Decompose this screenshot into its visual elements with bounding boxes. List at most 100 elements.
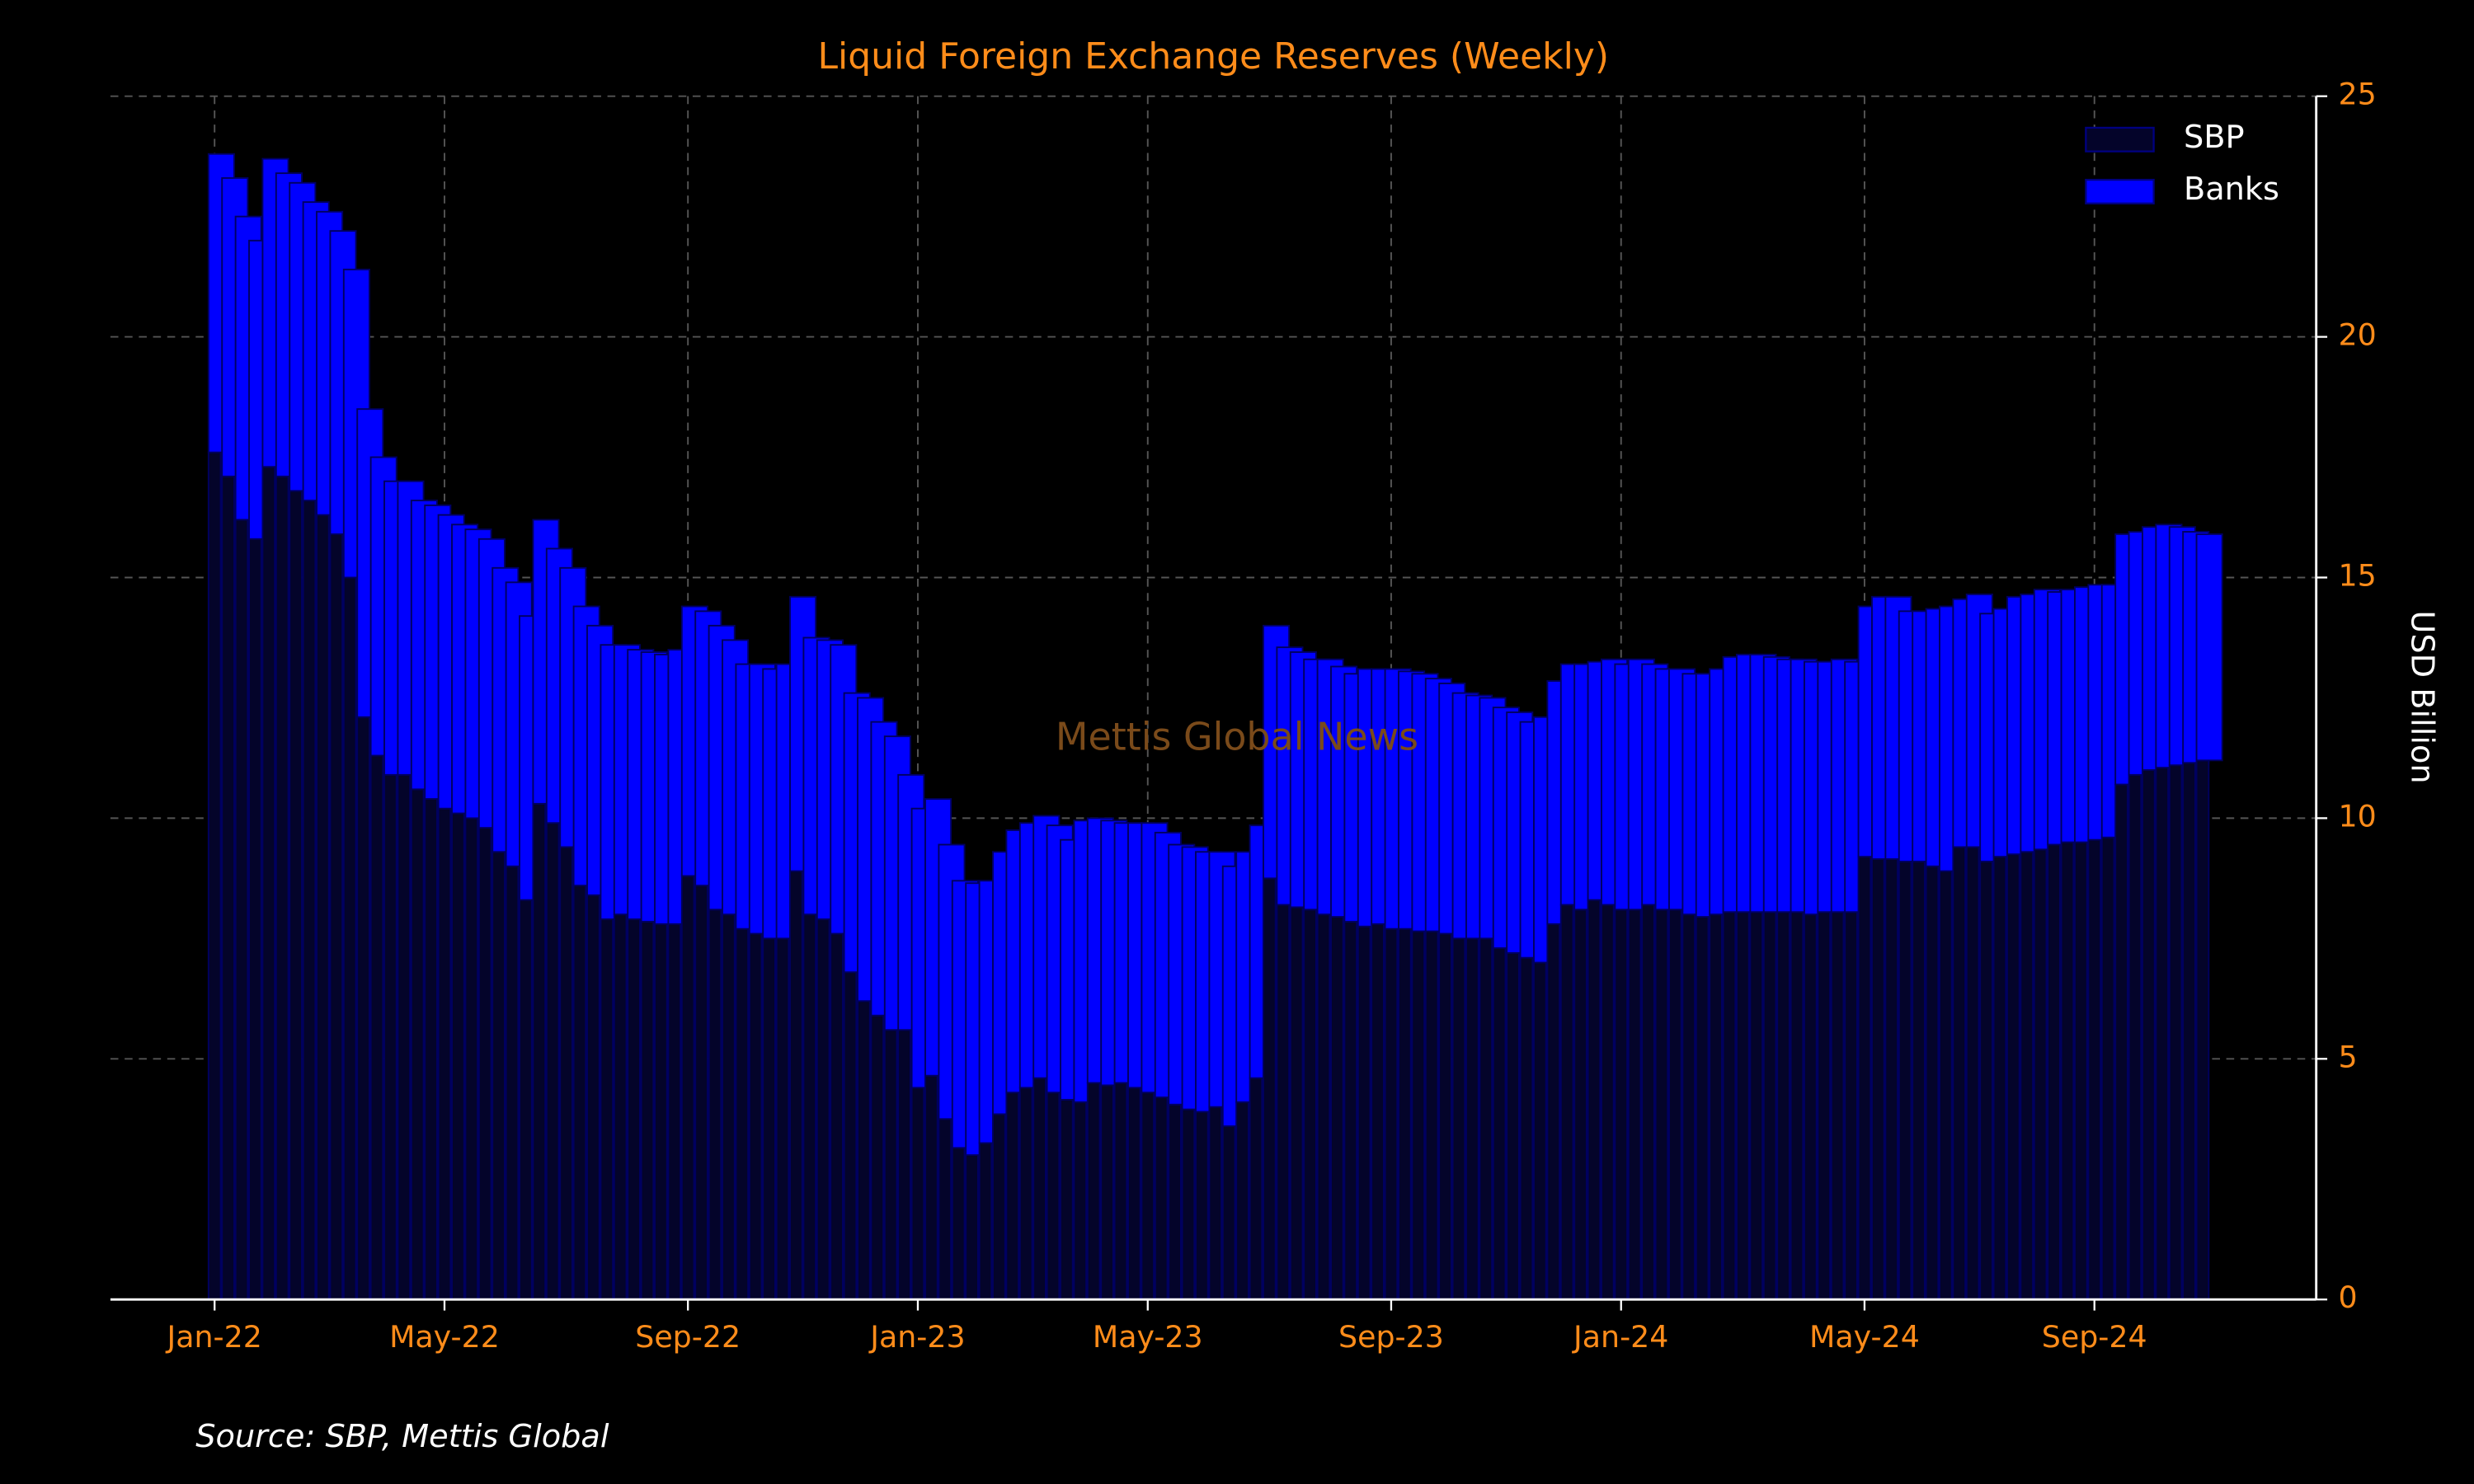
bar-sbp [2182,762,2196,1301]
bar-sbp [830,932,844,1301]
bar-sbp [383,773,397,1301]
bar-sbp [2195,759,2210,1301]
bar-sbp [1424,930,1439,1301]
x-tick-label: May-23 [1093,1319,1203,1355]
x-tick-label: Sep-24 [2042,1319,2147,1355]
bar-sbp [1046,1092,1061,1301]
bar-sbp [1803,913,1818,1301]
bar-sbp [1100,1084,1114,1301]
bar-sbp [1736,911,1750,1301]
bar-sbp [775,937,790,1301]
bar-sbp [451,812,465,1301]
bar-sbp [1857,856,1872,1301]
bar-sbp [2100,836,2115,1301]
y-tick-label: 15 [2338,557,2376,593]
x-tick-label: Jan-24 [1572,1319,1668,1355]
bar-sbp [289,490,303,1301]
bar-sbp [1263,877,1277,1301]
bar-sbp [410,788,425,1301]
bar-sbp [2114,783,2128,1301]
bar-sbp [965,1154,979,1301]
bar-sbp [722,913,736,1301]
bar-sbp [1952,846,1967,1301]
bar-sbp [1817,911,1832,1301]
bar-sbp [437,807,452,1301]
bar-sbp [680,875,695,1301]
bar-sbp [1925,865,1940,1301]
bar-sbp [1343,920,1358,1301]
source: Source: SBP, Mettis Global [195,1418,609,1455]
bar-sbp [1276,904,1291,1301]
x-tick-label: Sep-22 [635,1319,741,1355]
bar-sbp [924,1074,938,1301]
bar-sbp [1519,956,1534,1301]
bar-sbp [532,802,547,1301]
bar-sbp [1587,899,1602,1301]
x-tick-label: May-22 [389,1319,500,1355]
bar-sbp [1357,925,1371,1301]
bar-sbp [1032,1077,1047,1301]
bar-sbp [1235,1101,1249,1301]
bar-sbp [369,754,384,1301]
bar-sbp [951,1147,966,1301]
bar-sbp [667,923,682,1301]
bar-sbp [1790,911,1804,1301]
bar-sbp [870,1014,885,1301]
bar-sbp [1573,909,1587,1301]
bar-sbp [424,798,438,1301]
bar-sbp [735,928,750,1301]
bar-sbp [1776,911,1790,1301]
bar-sbp [1154,1097,1169,1301]
bar-sbp [640,920,655,1301]
bar-sbp [1073,1101,1088,1301]
bar-sbp [2047,843,2061,1301]
bar-sbp [2060,841,2075,1301]
axes: 0 5 10 15 20 25 Jan-22 May-22 Sep-22 Jan-23 May-23… [110,77,2377,1355]
bar-sbp [748,932,763,1301]
legend-swatch [2085,126,2155,153]
bar-sbp [613,913,628,1301]
bar-sbp [1681,913,1696,1301]
y-tick-label: 10 [2338,798,2376,834]
bar-sbp [1938,870,1953,1301]
bar-sbp [1371,923,1385,1301]
bar-sbp [2087,838,2102,1301]
bar-sbp [316,514,330,1301]
y-tick-label: 0 [2338,1280,2357,1315]
bar-sbp [2155,767,2170,1301]
legend-label: Banks [2184,171,2279,208]
bar-sbp [1127,1087,1141,1301]
bar-sbp [789,870,803,1301]
bar-sbp [1451,937,1466,1301]
bar-sbp [1884,858,1899,1301]
bar-sbp [992,1113,1006,1301]
y-tick-label: 5 [2338,1039,2357,1074]
bar-sbp [910,1087,925,1301]
bar-sbp [1168,1103,1182,1301]
bar-sbp [1438,932,1452,1301]
bar-sbp [1546,923,1561,1301]
bar-sbp [1979,860,1993,1301]
bar-sbp [1060,1098,1074,1301]
bar-sbp [1830,911,1845,1301]
bar-sbp [1722,911,1737,1301]
bar-sbp [843,971,858,1301]
bar-sbp [1113,1082,1128,1301]
bar-sbp [816,918,830,1301]
bar-sbp [1654,909,1669,1301]
bar-sbp [2020,851,2034,1301]
bar-sbp [2073,841,2088,1301]
bar-sbp [1221,1125,1236,1301]
bar-sbp [329,533,344,1301]
bar-sbp [207,451,222,1301]
bar-sbp [897,1029,911,1301]
bar-sbp [1749,911,1764,1301]
bar-sbp [1208,1106,1223,1301]
bar-sbp [492,851,506,1301]
bar-sbp [654,923,668,1301]
bar-sbp [2141,769,2156,1301]
bar-sbp [857,1000,871,1301]
bar-sbp [2128,773,2142,1301]
bar-sbp [883,1029,898,1301]
